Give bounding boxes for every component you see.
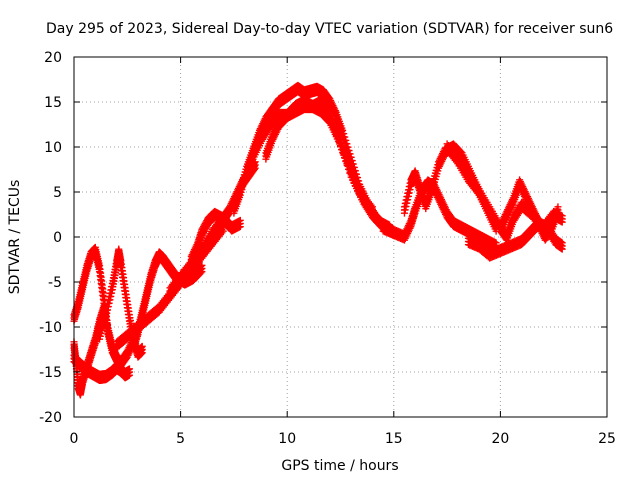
y-tick-label: -20 — [39, 410, 62, 426]
y-tick-label: -10 — [39, 320, 62, 336]
data-marks — [70, 81, 566, 399]
y-tick-label: 5 — [53, 185, 62, 201]
x-tick-label: 20 — [491, 431, 509, 447]
y-tick-label: -5 — [48, 275, 62, 291]
x-tick-label: 10 — [278, 431, 296, 447]
x-axis-label: GPS time / hours — [281, 458, 398, 474]
y-axis-label: SDTVAR / TECUs — [7, 180, 23, 295]
x-tick-label: 15 — [385, 431, 403, 447]
y-tick-label: 10 — [44, 140, 62, 156]
x-tick-label: 25 — [598, 431, 616, 447]
data-point — [125, 365, 133, 373]
y-tick-label: -15 — [39, 365, 62, 381]
x-tick-label: 0 — [70, 431, 79, 447]
y-tick-label: 0 — [53, 230, 62, 246]
chart-title: Day 295 of 2023, Sidereal Day-to-day VTE… — [46, 21, 613, 37]
x-tick-label: 5 — [176, 431, 185, 447]
y-tick-label: 15 — [44, 95, 62, 111]
y-tick-label: 20 — [44, 50, 62, 66]
series-sat-l — [379, 176, 500, 253]
